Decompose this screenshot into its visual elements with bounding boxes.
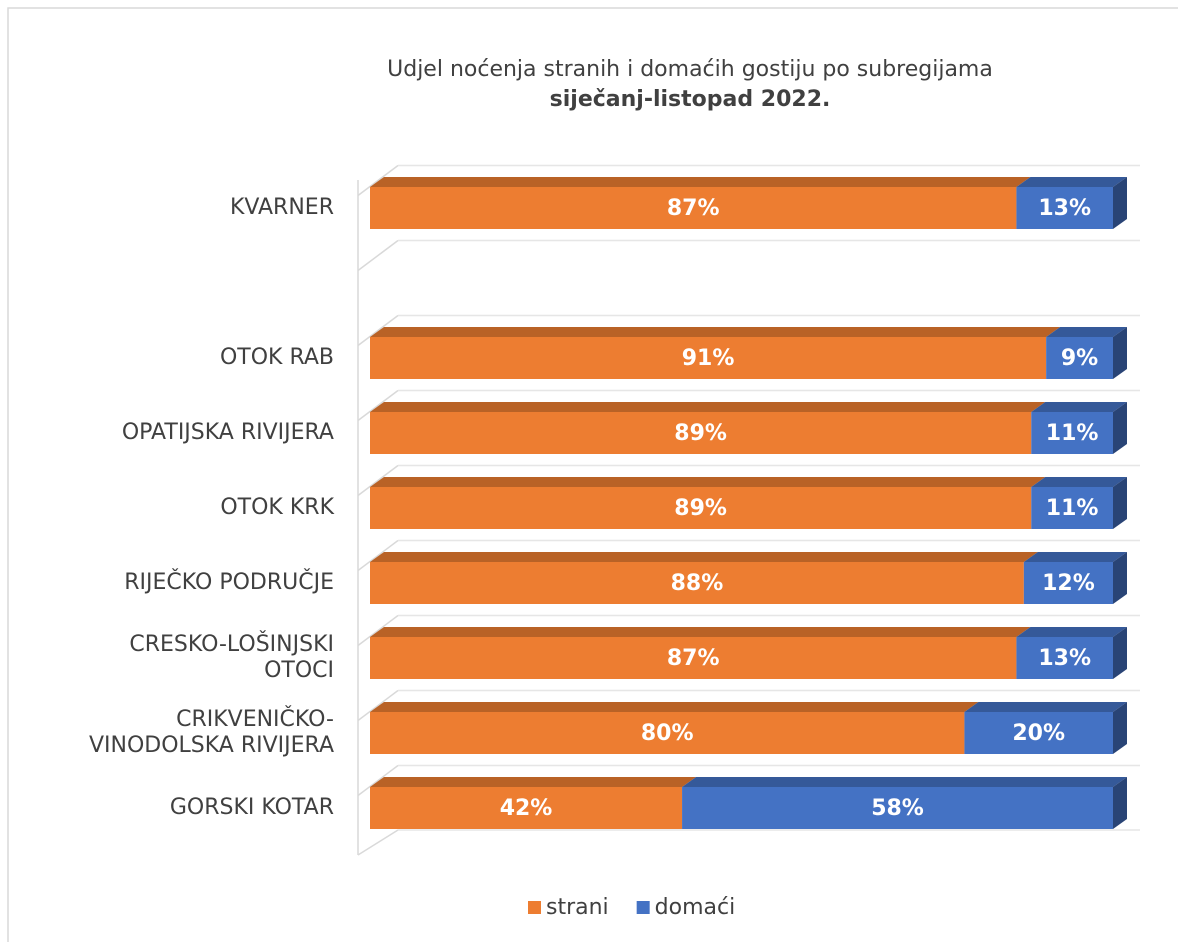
data-label: 58% [871,796,924,821]
label-line: OTOCI [264,658,334,683]
bar-side [1113,702,1127,754]
wall-edge [357,614,399,647]
bar-side [1113,477,1127,529]
chart-title: Udjel noćenja stranih i domaćih gostiju … [387,57,993,82]
data-label: 42% [500,796,553,821]
bar-top [370,702,979,712]
label-line: CRESKO-LOŠINJSKI [129,631,334,657]
data-label: 88% [671,571,724,596]
bar-top [1046,327,1127,337]
bar [370,487,1032,529]
wall-edge [357,314,399,347]
bar-top [370,402,1046,412]
bar-top [1031,477,1127,487]
data-label: 91% [682,346,735,371]
bar-top [1016,177,1127,187]
bar-top [964,702,1127,712]
data-label: 9% [1061,346,1098,371]
wall-edge [357,164,399,197]
bar-side [1113,402,1127,454]
bar-top [1023,552,1127,562]
legend-label: strani [546,895,609,920]
data-label: 11% [1046,496,1099,521]
label-line: VINODOLSKA RIVIJERA [89,733,334,758]
bar-top [370,327,1061,337]
wall-edge [357,539,399,572]
legend-label: domaći [655,895,736,920]
bar [370,637,1017,679]
bar-top [370,777,697,787]
bar [1016,637,1113,679]
data-label: 87% [667,646,720,671]
bar [370,562,1024,604]
data-label: 11% [1046,421,1099,446]
wall-edge [357,689,399,722]
bar [1023,562,1113,604]
bar [370,787,683,829]
bar [370,187,1017,229]
legend-swatch [636,901,650,914]
wall-edge [357,829,399,856]
label-line: CRIKVENIČKO- [176,706,334,732]
bar-side [1113,627,1127,679]
data-label: 13% [1038,646,1091,671]
data-label: 87% [667,196,720,221]
y-tick-label: RIJEČKO PODRUČJE [124,569,334,595]
wall-edge [357,464,399,497]
data-label: 89% [674,421,727,446]
wall-edge [357,764,399,797]
chart-subtitle: siječanj-listopad 2022. [550,87,831,112]
bar [370,337,1047,379]
y-tick-label: GORSKI KOTAR [170,795,334,820]
data-label: 80% [641,721,694,746]
wall-edge [357,389,399,422]
bar-top [682,777,1127,787]
y-tick-label: OTOK KRK [220,495,334,520]
bar [682,787,1113,829]
wall-edge [357,239,399,272]
bar [964,712,1113,754]
bar-side [1113,552,1127,604]
bar-top [370,627,1031,637]
bar-side [1113,177,1127,229]
bar-side [1113,777,1127,829]
legend-swatch [528,901,541,914]
bar [1031,487,1113,529]
bar-side [1113,327,1127,379]
bar-top [370,177,1031,187]
y-tick-label: OPATIJSKA RIVIJERA [122,420,334,445]
data-label: 13% [1038,196,1091,221]
bar-top [1031,402,1127,412]
y-tick-label: KVARNER [230,195,334,220]
bar [1031,412,1113,454]
y-tick-label: OTOK RAB [220,345,334,370]
data-label: 12% [1042,571,1095,596]
bar-top [1016,627,1127,637]
y-tick-label: CRIKVENIČKO-VINODOLSKA RIVIJERA [89,706,334,758]
bar [370,412,1032,454]
bar-top [370,552,1038,562]
data-label: 20% [1012,721,1065,746]
data-label: 89% [674,496,727,521]
bar [1016,187,1113,229]
bar-top [370,477,1046,487]
y-tick-label: CRESKO-LOŠINJSKI OTOCI [129,631,334,683]
bar [1046,337,1113,379]
bar [370,712,965,754]
